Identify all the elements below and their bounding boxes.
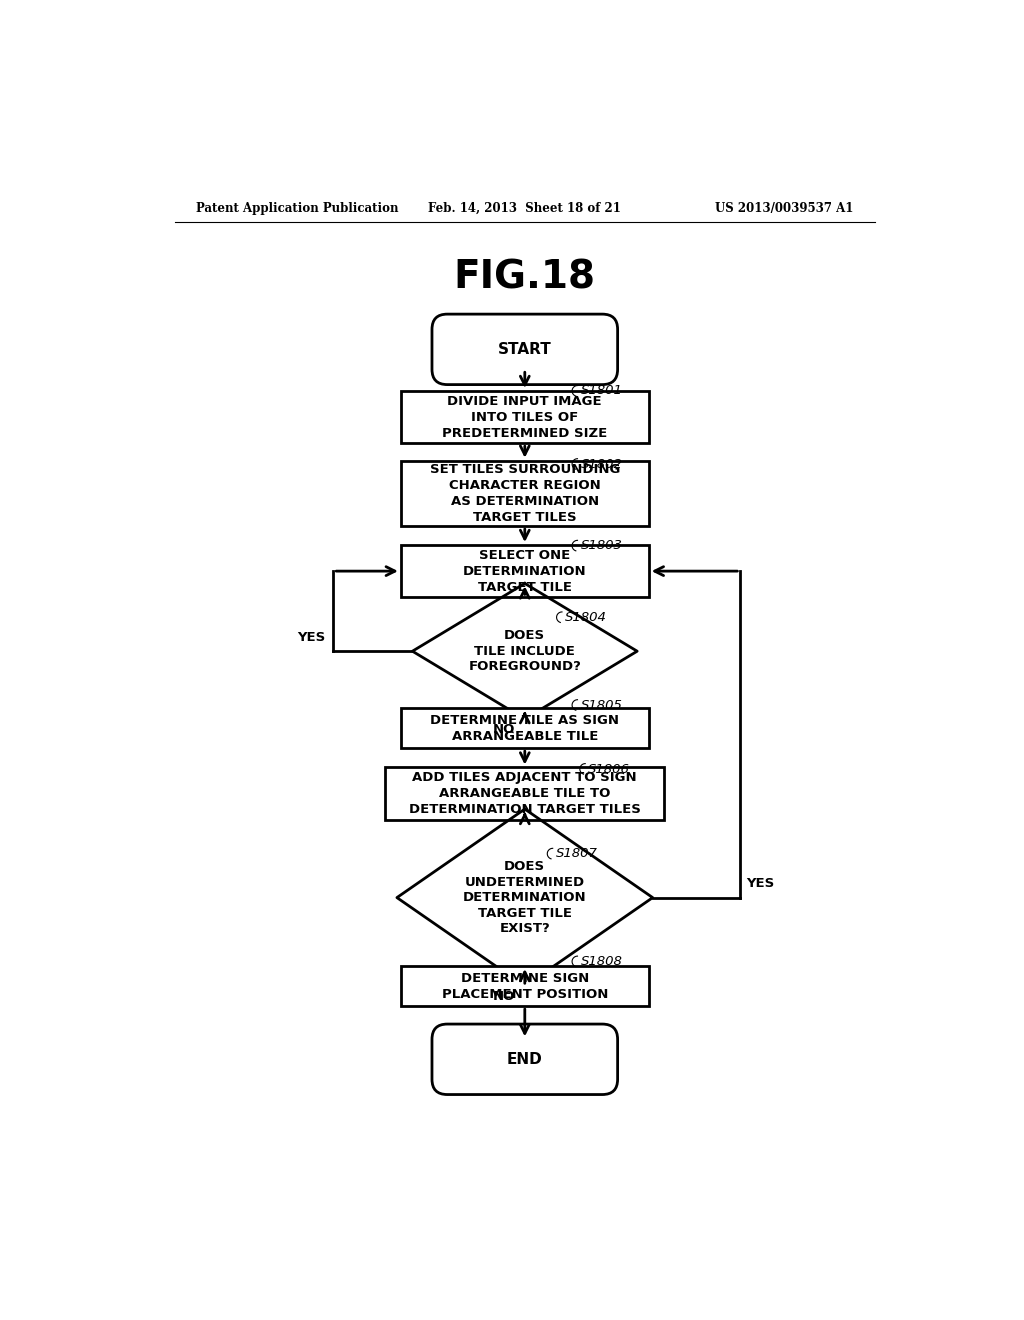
Bar — [400, 966, 649, 1006]
Text: Patent Application Publication: Patent Application Publication — [197, 202, 398, 215]
Text: DOES
TILE INCLUDE
FOREGROUND?: DOES TILE INCLUDE FOREGROUND? — [468, 630, 582, 673]
Text: S1804: S1804 — [565, 611, 607, 624]
Text: SET TILES SURROUNDING
CHARACTER REGION
AS DETERMINATION
TARGET TILES: SET TILES SURROUNDING CHARACTER REGION A… — [430, 463, 620, 524]
Text: FIG.18: FIG.18 — [454, 259, 596, 297]
Text: DETERMINE SIGN
PLACEMENT POSITION: DETERMINE SIGN PLACEMENT POSITION — [441, 972, 608, 1001]
Text: DOES
UNDETERMINED
DETERMINATION
TARGET TILE
EXIST?: DOES UNDETERMINED DETERMINATION TARGET T… — [463, 861, 587, 935]
Text: S1806: S1806 — [589, 763, 630, 776]
Text: YES: YES — [746, 878, 775, 890]
Bar — [400, 545, 649, 597]
Text: YES: YES — [297, 631, 326, 644]
FancyBboxPatch shape — [432, 314, 617, 384]
Text: S1805: S1805 — [581, 698, 623, 711]
Text: SELECT ONE
DETERMINATION
TARGET TILE: SELECT ONE DETERMINATION TARGET TILE — [463, 549, 587, 594]
Text: START: START — [498, 342, 552, 356]
Text: Feb. 14, 2013  Sheet 18 of 21: Feb. 14, 2013 Sheet 18 of 21 — [428, 202, 622, 215]
Text: END: END — [507, 1052, 543, 1067]
FancyBboxPatch shape — [432, 1024, 617, 1094]
Text: DIVIDE INPUT IMAGE
INTO TILES OF
PREDETERMINED SIZE: DIVIDE INPUT IMAGE INTO TILES OF PREDETE… — [442, 395, 607, 440]
Bar — [400, 708, 649, 748]
Polygon shape — [397, 809, 652, 986]
Polygon shape — [413, 583, 637, 719]
Text: S1801: S1801 — [581, 384, 623, 397]
Text: S1803: S1803 — [581, 539, 623, 552]
Text: ADD TILES ADJACENT TO SIGN
ARRANGEABLE TILE TO
DETERMINATION TARGET TILES: ADD TILES ADJACENT TO SIGN ARRANGEABLE T… — [409, 771, 641, 816]
Bar — [400, 391, 649, 444]
Text: NO: NO — [494, 723, 515, 737]
Text: NO: NO — [494, 990, 515, 1003]
Text: DETERMINE TILE AS SIGN
ARRANGEABLE TILE: DETERMINE TILE AS SIGN ARRANGEABLE TILE — [430, 714, 620, 743]
Text: S1808: S1808 — [581, 954, 623, 968]
Bar — [385, 767, 665, 820]
Text: S1802: S1802 — [581, 458, 623, 471]
Text: US 2013/0039537 A1: US 2013/0039537 A1 — [715, 202, 853, 215]
Text: S1807: S1807 — [556, 847, 598, 861]
Bar — [400, 461, 649, 527]
